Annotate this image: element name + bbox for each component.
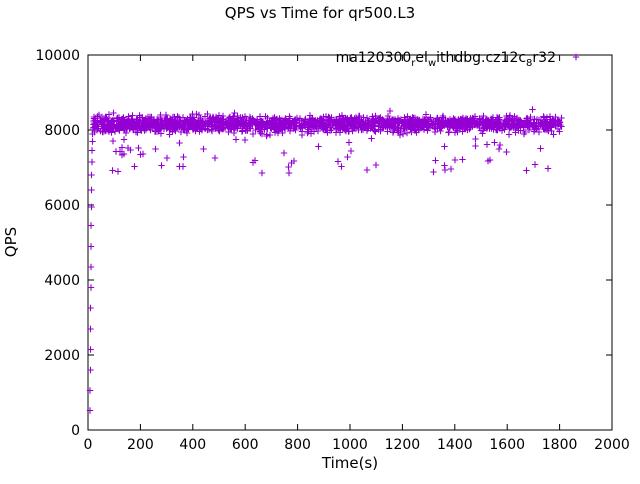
legend-marker-icon bbox=[572, 53, 580, 61]
scatter-points bbox=[86, 106, 565, 414]
y-axis-label: QPS bbox=[2, 227, 20, 257]
x-tick-label: 0 bbox=[84, 437, 93, 453]
legend-label: ma120300relwithdbg.cz12c8r32 bbox=[336, 50, 556, 69]
x-axis-label: Time(s) bbox=[321, 454, 378, 472]
y-tick-label: 8000 bbox=[44, 123, 80, 139]
y-tick-label: 4000 bbox=[44, 273, 80, 289]
x-tick-label: 200 bbox=[127, 437, 154, 453]
y-tick-label: 0 bbox=[71, 423, 80, 439]
x-tick-label: 400 bbox=[179, 437, 206, 453]
x-tick-label: 600 bbox=[232, 437, 259, 453]
x-tick-label: 1000 bbox=[332, 437, 368, 453]
x-tick-label: 2000 bbox=[594, 437, 630, 453]
axes: 0 200 400 600 800 1000 1200 1400 1600 1800 2000 0 20… bbox=[35, 48, 629, 453]
chart-title: QPS vs Time for qr500.L3 bbox=[225, 4, 415, 22]
x-tick-label: 1200 bbox=[385, 437, 421, 453]
x-tick-label: 1800 bbox=[542, 437, 578, 453]
y-tick-label: 2000 bbox=[44, 348, 80, 364]
x-tick-label: 800 bbox=[284, 437, 311, 453]
plot-border bbox=[87, 54, 613, 431]
legend-marker bbox=[572, 53, 580, 61]
series-points bbox=[86, 106, 565, 414]
x-tick-label: 1400 bbox=[437, 437, 473, 453]
x-tick-label: 1600 bbox=[489, 437, 525, 453]
y-tick-label: 10000 bbox=[35, 48, 80, 64]
y-tick-label: 6000 bbox=[44, 198, 80, 214]
